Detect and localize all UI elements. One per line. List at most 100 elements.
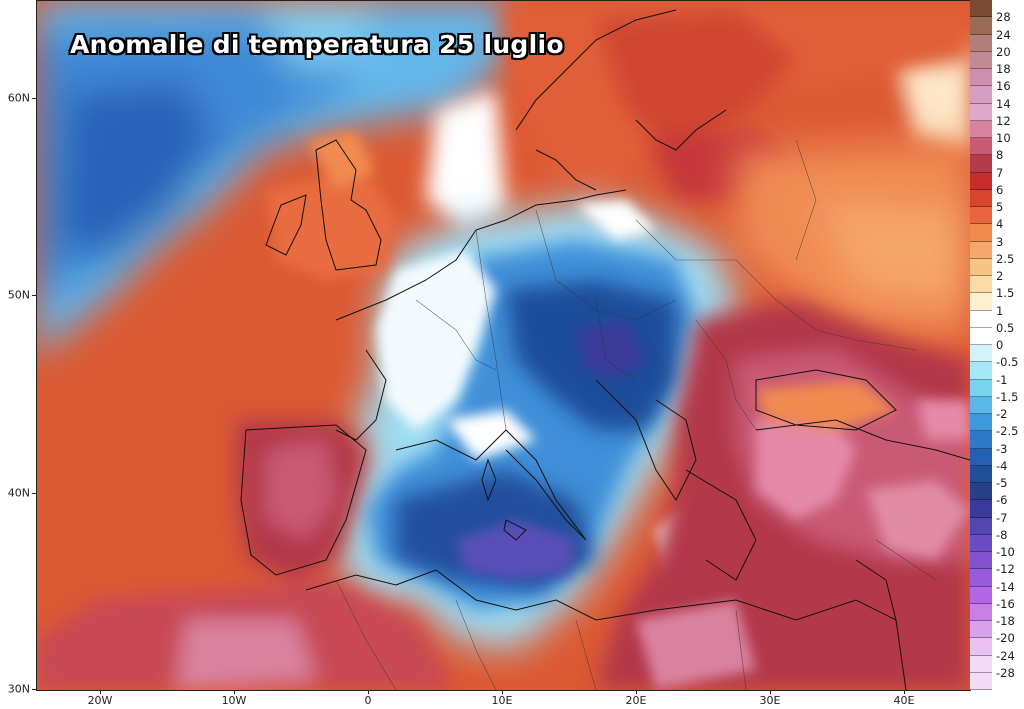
lon-label-30e: 30E bbox=[759, 694, 781, 707]
colorbar-label: -18 bbox=[996, 614, 1015, 628]
colorbar-swatch bbox=[970, 621, 992, 639]
eastern-plain-warm bbox=[736, 140, 970, 340]
colorbar-label: -8 bbox=[996, 527, 1008, 542]
colorbar-swatch bbox=[970, 155, 992, 173]
colorbar-swatch bbox=[970, 276, 992, 294]
colorbar-swatch bbox=[970, 120, 992, 138]
colorbar-label: 20 bbox=[996, 44, 1011, 59]
colorbar-label: -2.5 bbox=[996, 424, 1019, 439]
colorbar-label: -3 bbox=[996, 441, 1008, 456]
colorbar-legend: 28 24 20 18 16 14 12 10 8 7 6 5 4 3 2.5 2 1.5 1 0.5 0 -0.5 -1… bbox=[970, 0, 1024, 690]
colorbar-label: 3 bbox=[996, 234, 1004, 249]
colorbar-label: -12 bbox=[996, 562, 1015, 577]
lon-tick-20w bbox=[100, 690, 101, 694]
map-title: Anomalie di temperatura 25 luglio bbox=[70, 30, 564, 59]
colorbar-label: 14 bbox=[996, 96, 1011, 111]
colorbar-swatch bbox=[970, 241, 992, 259]
colorbar-swatch bbox=[970, 552, 992, 570]
colorbar-label: -28 bbox=[996, 665, 1015, 680]
colorbar-swatch bbox=[970, 465, 992, 483]
colorbar-label: 28 bbox=[996, 10, 1011, 25]
colorbar-label: 1.5 bbox=[996, 286, 1015, 301]
lat-tick-40n bbox=[32, 493, 36, 494]
latitude-axis: 60N 50N 40N 30N bbox=[0, 0, 36, 696]
colorbar-label: 8 bbox=[996, 148, 1004, 163]
colorbar-label: 1 bbox=[996, 303, 1004, 318]
colorbar-label: 10 bbox=[996, 131, 1011, 145]
colorbar-swatch bbox=[970, 569, 992, 587]
colorbar-label: -16 bbox=[996, 596, 1015, 611]
colorbar-swatch bbox=[970, 431, 992, 449]
colorbar-swatch bbox=[970, 379, 992, 397]
colorbar-label: -4 bbox=[996, 458, 1008, 473]
colorbar-swatch bbox=[970, 103, 992, 121]
colorbar-label: 12 bbox=[996, 113, 1011, 128]
black-sea-warm bbox=[756, 380, 896, 430]
lat-tick-30n bbox=[32, 689, 36, 690]
longitude-axis: 20W 10W 0 10E 20E 30E 40E bbox=[36, 690, 970, 709]
colorbar-label: 0 bbox=[996, 338, 1004, 352]
lon-tick-40e bbox=[904, 690, 905, 694]
lat-tick-50n bbox=[32, 295, 36, 296]
lon-tick-10w bbox=[234, 690, 235, 694]
colorbar-label: -20 bbox=[996, 631, 1015, 646]
colorbar-swatch bbox=[970, 69, 992, 87]
lon-label-10w: 10W bbox=[221, 694, 247, 707]
colorbar-label: 0.5 bbox=[996, 320, 1015, 335]
colorbar-swatch bbox=[970, 586, 992, 604]
lon-label-20e: 20E bbox=[625, 694, 647, 707]
temperature-anomaly-map bbox=[36, 0, 970, 690]
colorbar-label: 2 bbox=[996, 269, 1004, 283]
colorbar-label: -1 bbox=[996, 372, 1008, 387]
colorbar-swatch bbox=[970, 172, 992, 190]
colorbar-swatch bbox=[970, 603, 992, 621]
colorbar-label: -5 bbox=[996, 476, 1008, 490]
colorbar-swatch bbox=[970, 500, 992, 518]
colorbar-label: 5 bbox=[996, 200, 1004, 214]
lat-label-40n: 40N bbox=[7, 486, 30, 500]
lat-label-50n: 50N bbox=[7, 288, 30, 302]
colorbar-swatch bbox=[970, 138, 992, 156]
colorbar-label: -24 bbox=[996, 648, 1015, 663]
colorbar-label: -0.5 bbox=[996, 355, 1019, 370]
colorbar-label: 7 bbox=[996, 165, 1004, 180]
country-borders bbox=[335, 139, 937, 690]
colorbar-swatch bbox=[970, 258, 992, 276]
northern-europe-warm bbox=[506, 0, 970, 200]
colorbar-swatch bbox=[970, 189, 992, 207]
colorbar-label: 2.5 bbox=[996, 251, 1015, 266]
colorbar-label: 6 bbox=[996, 182, 1004, 197]
colorbar-label: 4 bbox=[996, 217, 1004, 232]
lat-label-60n: 60N bbox=[7, 91, 30, 105]
colorbar-label: -1.5 bbox=[996, 389, 1019, 404]
coastlines bbox=[240, 9, 970, 690]
colorbar-swatch bbox=[970, 293, 992, 311]
colorbar-swatch bbox=[970, 483, 992, 501]
colorbar-swatch bbox=[970, 638, 992, 656]
lon-label-20w: 20W bbox=[87, 694, 113, 707]
colorbar-label: 24 bbox=[996, 27, 1011, 42]
colorbar-swatch bbox=[970, 362, 992, 380]
colorbar-label: -6 bbox=[996, 493, 1008, 508]
colorbar-swatch bbox=[970, 86, 992, 104]
colorbar-label: 16 bbox=[996, 79, 1011, 94]
anomaly-field bbox=[36, 0, 970, 690]
north-africa-purple-cold bbox=[456, 320, 646, 580]
colorbar-swatch bbox=[970, 17, 992, 35]
lon-label-0: 0 bbox=[364, 694, 372, 707]
colorbar-swatch bbox=[970, 396, 992, 414]
colorbar-swatch bbox=[970, 655, 992, 673]
anatolia-hot-core bbox=[636, 400, 970, 690]
colorbar-label: -2 bbox=[996, 407, 1008, 421]
colorbar-swatch bbox=[970, 534, 992, 552]
lat-label-30n: 30N bbox=[7, 682, 30, 696]
colorbar-swatch bbox=[970, 448, 992, 466]
colorbar-swatch bbox=[970, 0, 992, 18]
lon-tick-30e bbox=[770, 690, 771, 694]
colorbar-swatch bbox=[970, 224, 992, 242]
lon-tick-10e bbox=[502, 690, 503, 694]
colorbar-label: 18 bbox=[996, 62, 1011, 76]
colorbar-label: -10 bbox=[996, 545, 1015, 559]
colorbar-swatch bbox=[970, 345, 992, 363]
lon-label-10e: 10E bbox=[491, 694, 513, 707]
